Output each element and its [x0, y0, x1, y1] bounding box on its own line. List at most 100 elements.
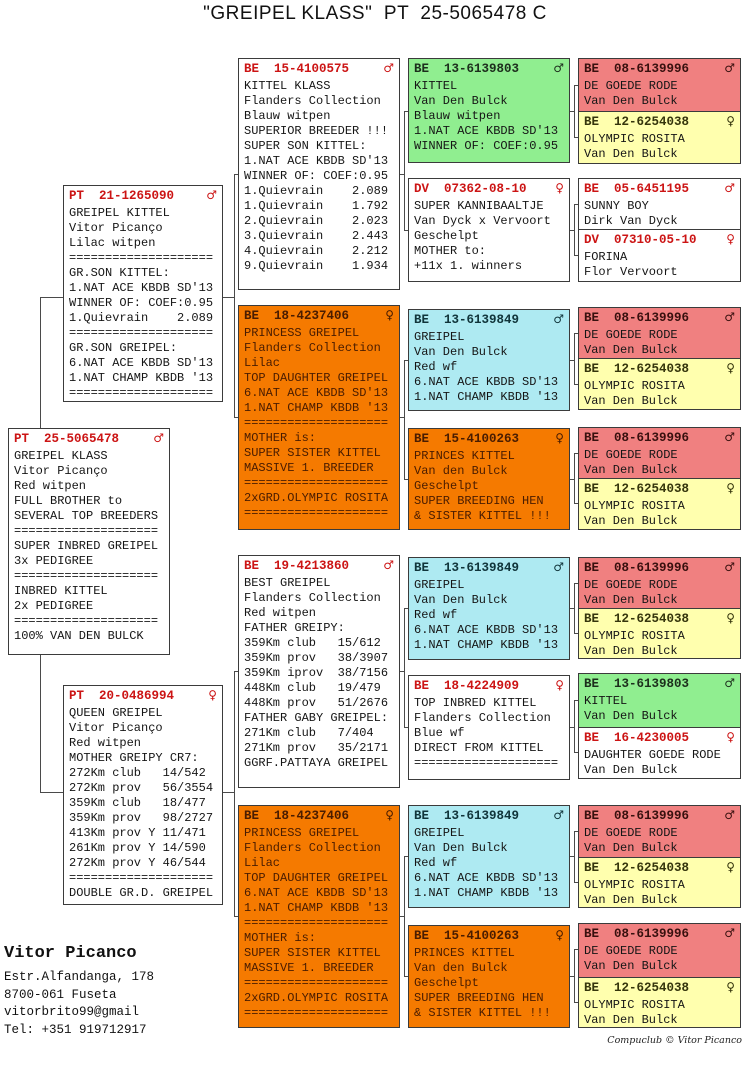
box-line: GREIPEL: [414, 826, 465, 840]
software-credit: Compuclub © Vitor Picanco: [607, 1035, 742, 1046]
box-line: DAUGHTER GOEDE RODE: [584, 748, 721, 762]
pedigree-box-ggg5: BE 08-6139996 ♂ DE GOEDE RODE Van Den Bulck: [578, 307, 741, 359]
connector-line: [574, 882, 579, 883]
box-header: BE 18-4224909 ♀: [414, 678, 564, 694]
female-symbol-icon: ♀: [726, 980, 735, 994]
pedigree-box-ggg6: BE 12-6254038 ♀ OLYMPIC ROSITA Van Den Bulc…: [578, 358, 741, 410]
connector-line: [404, 727, 409, 728]
pedigree-box-g3: BE 19-4213860 ♂ BEST GREIPEL Flanders Colle…: [238, 555, 400, 788]
box-line: ====================: [244, 416, 389, 430]
box-line: Red wf: [414, 856, 458, 870]
owner-address-line1: Estr.Alfandanga, 178: [4, 970, 155, 984]
box-line: Van den Bulck: [414, 961, 508, 975]
pedigree-box-sire: PT 21-1265090 ♂ GREIPEL KITTEL Vitor Picanç…: [63, 185, 223, 402]
box-line: 3x PEDIGREE: [14, 554, 94, 568]
box-header: PT 21-1265090 ♂: [69, 188, 217, 204]
box-line: FATHER GREIPY:: [244, 621, 345, 635]
ring-number: BE 08-6139996: [584, 809, 690, 823]
box-line: PRINCESS GREIPEL: [244, 326, 360, 340]
pedigree-box-g4: BE 18-4237406 ♀ PRINCESS GREIPEL Flanders C…: [238, 805, 400, 1028]
male-symbol-icon: ♂: [383, 558, 394, 572]
male-symbol-icon: ♂: [724, 560, 735, 574]
connector-line: [40, 297, 41, 428]
connector-line: [223, 792, 235, 793]
connector-line: [234, 916, 239, 917]
box-header: BE 05-6451195 ♂: [584, 181, 735, 197]
box-line: Van Den Bulck: [584, 644, 678, 658]
male-symbol-icon: ♂: [724, 181, 735, 195]
female-symbol-icon: ♀: [726, 481, 735, 495]
ring-number: BE 13-6139849: [414, 809, 520, 823]
owner-name: Vitor Picanco: [4, 944, 137, 963]
connector-line: [574, 453, 575, 504]
box-line: INBRED KITTEL: [14, 584, 108, 598]
male-symbol-icon: ♂: [724, 430, 735, 444]
connector-line: [404, 230, 409, 231]
box-line: FORINA: [584, 250, 628, 264]
box-header: PT 20-0486994 ♀: [69, 688, 217, 704]
box-header: PT 25-5065478 ♂: [14, 431, 164, 447]
male-symbol-icon: ♂: [553, 61, 564, 75]
box-line: 6.NAT ACE KBDB SD'13: [244, 386, 389, 400]
connector-line: [404, 608, 405, 728]
connector-line: [574, 333, 579, 334]
pedigree-box-ggg16: BE 12-6254038 ♀ OLYMPIC ROSITA Van Den Bulc…: [578, 977, 741, 1028]
box-line: OLYMPIC ROSITA: [584, 998, 685, 1012]
box-line: Flanders Collection: [244, 591, 381, 605]
box-line: 6.NAT ACE KBDB SD'13: [244, 886, 389, 900]
box-line: SUPER KANNIBAALTJE: [414, 199, 544, 213]
box-line: DOUBLE GR.D. GREIPEL: [69, 886, 214, 900]
box-line: 271Km prov 35/2171: [244, 741, 389, 755]
female-symbol-icon: ♀: [726, 611, 735, 625]
male-symbol-icon: ♂: [724, 676, 735, 690]
box-line: 1.Quievrain 1.792: [244, 199, 389, 213]
pedigree-box-ggg3: BE 05-6451195 ♂ SUNNY BOY Dirk Van Dyck: [578, 178, 741, 230]
pedigree-box-ggg11: BE 13-6139803 ♂ KITTEL Van Den Bulck: [578, 673, 741, 728]
ring-number: BE 12-6254038: [584, 612, 690, 626]
box-header: BE 12-6254038 ♀: [584, 980, 735, 996]
connector-line: [404, 360, 405, 480]
box-line: & SISTER KITTEL !!!: [414, 1006, 551, 1020]
box-line: Blauw witpen: [414, 109, 501, 123]
box-line: Van Den Bulck: [584, 463, 678, 477]
pedigree-box-gg5: BE 13-6139849 ♂ GREIPEL Van Den Bulck Red wf…: [408, 557, 570, 660]
box-line: Red witpen: [69, 736, 142, 750]
connector-line: [234, 174, 235, 418]
pedigree-box-ggg7: BE 08-6139996 ♂ DE GOEDE RODE Van Den Bulck: [578, 427, 741, 479]
connector-line: [574, 503, 579, 504]
ring-number: BE 13-6139849: [414, 561, 520, 575]
connector-line: [40, 792, 63, 793]
male-symbol-icon: ♂: [724, 61, 735, 75]
connector-line: [40, 297, 63, 298]
pedigree-box-gg2: DV 07362-08-10 ♀ SUPER KANNIBAALTJE Van Dyc…: [408, 178, 570, 282]
pedigree-box-ggg15: BE 08-6139996 ♂ DE GOEDE RODE Van Den Bulck: [578, 923, 741, 978]
connector-line: [574, 85, 575, 138]
ring-number: BE 12-6254038: [584, 482, 690, 496]
box-line: 1.NAT CHAMP KBDB '13: [244, 901, 389, 915]
box-line: 1.NAT ACE KBDB SD'13: [414, 124, 559, 138]
connector-line: [404, 360, 409, 361]
ring-number: BE 13-6139803: [584, 677, 690, 691]
box-line: MOTHER to:: [414, 244, 487, 258]
ring-number: BE 13-6139849: [414, 313, 520, 327]
ring-number: BE 08-6139996: [584, 927, 690, 941]
box-line: SUPER SISTER KITTEL: [244, 446, 381, 460]
box-line: TOP INBRED KITTEL: [414, 696, 537, 710]
box-line: DE GOEDE RODE: [584, 826, 678, 840]
box-line: PRINCESS GREIPEL: [244, 826, 360, 840]
box-line: GREIPEL: [414, 330, 465, 344]
box-line: SEVERAL TOP BREEDERS: [14, 509, 159, 523]
box-line: 100% VAN DEN BULCK: [14, 629, 144, 643]
ring-number: BE 08-6139996: [584, 311, 690, 325]
box-line: Van Dyck x Vervoort: [414, 214, 551, 228]
connector-line: [574, 831, 579, 832]
connector-line: [404, 856, 409, 857]
box-line: ====================: [244, 506, 389, 520]
connector-line: [570, 479, 575, 480]
box-line: Vitor Picanço: [14, 464, 108, 478]
box-line: OLYMPIC ROSITA: [584, 499, 685, 513]
box-line: GR.SON KITTEL:: [69, 266, 170, 280]
male-symbol-icon: ♂: [153, 431, 164, 445]
box-line: 359Km prov 98/2727: [69, 811, 214, 825]
